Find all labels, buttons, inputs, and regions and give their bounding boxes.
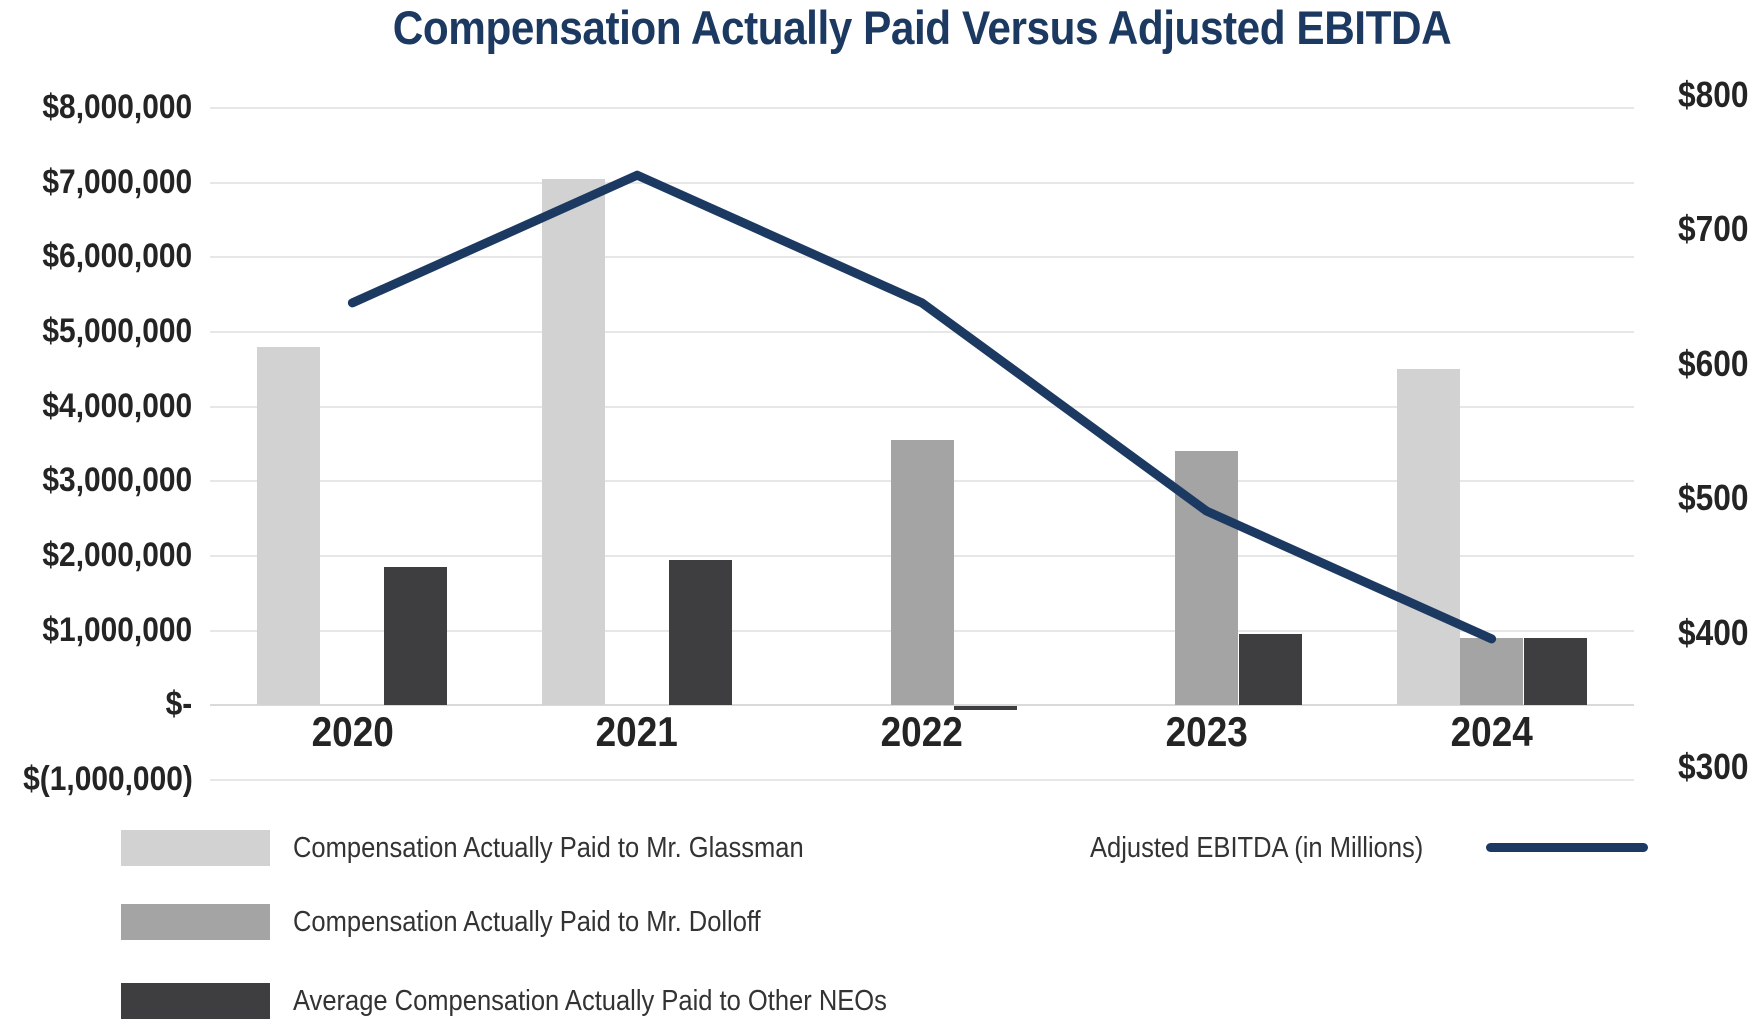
right-axis-tick-$500: $500: [1678, 477, 1749, 519]
legend-swatch-other-neos: [121, 983, 270, 1019]
legend-swatch-dolloff: [121, 904, 270, 940]
left-axis-tick-$1,000,000: $1,000,000: [42, 610, 192, 649]
bar-glassman-2021: [542, 178, 606, 706]
gridline-$4,000,000: [210, 405, 1634, 408]
legend-label-other-neos: Average Compensation Actually Paid to Ot…: [293, 985, 887, 1017]
right-axis-tick-$600: $600: [1678, 342, 1749, 384]
left-axis-tick-$-: $-: [165, 685, 192, 724]
left-axis-tick-$8,000,000: $8,000,000: [42, 88, 192, 126]
legend-label-dolloff: Compensation Actually Paid to Mr. Dollof…: [293, 906, 761, 938]
gridline-$7,000,000: [210, 181, 1634, 184]
bar-dolloff-2024: [1460, 638, 1524, 706]
gridline-$6,000,000: [210, 256, 1634, 259]
gridline-$8,000,000: [210, 107, 1634, 109]
x-axis-label-2023: 2023: [1165, 708, 1248, 755]
bar-dolloff-2022: [890, 440, 954, 706]
bar-other-neos-2020: [384, 567, 448, 706]
right-axis-tick-$300: $300: [1678, 746, 1749, 787]
legend-label-glassman: Compensation Actually Paid to Mr. Glassm…: [293, 832, 804, 864]
bar-other-neos-2023: [1238, 634, 1302, 706]
legend-line-swatch-ebitda: [1486, 843, 1648, 852]
bar-other-neos-2024: [1523, 638, 1587, 706]
bar-glassman-2020: [257, 346, 321, 706]
chart-title: Compensation Actually Paid Versus Adjust…: [210, 0, 1634, 55]
left-axis-tick-$7,000,000: $7,000,000: [42, 162, 192, 201]
x-axis-label-2022: 2022: [880, 708, 964, 755]
left-axis-tick-$4,000,000: $4,000,000: [42, 386, 192, 425]
left-axis-tick-$3,000,000: $3,000,000: [42, 461, 192, 500]
left-axis-tick-$2,000,000: $2,000,000: [42, 536, 192, 574]
left-axis-tick-$6,000,000: $6,000,000: [42, 237, 192, 276]
left-axis-tick-$5,000,000: $5,000,000: [42, 312, 192, 350]
bar-glassman-2024: [1396, 369, 1460, 706]
right-axis-tick-$700: $700: [1678, 208, 1749, 250]
bar-other-neos-2021: [669, 559, 733, 706]
gridline-$-: [210, 704, 1634, 707]
right-axis-tick-$400: $400: [1678, 611, 1749, 653]
legend-label-ebitda: Adjusted EBITDA (in Millions): [1090, 832, 1424, 864]
x-axis-label-2024: 2024: [1450, 708, 1533, 755]
bar-other-neos-2022: [954, 706, 1017, 711]
right-axis-tick-$800: $800: [1678, 74, 1749, 115]
x-axis-label-2020: 2020: [311, 708, 394, 755]
left-axis-tick-$(1,000,000): $(1,000,000): [23, 760, 193, 798]
chart-title-text: Compensation Actually Paid Versus Adjust…: [392, 1, 1452, 54]
x-axis-label-2021: 2021: [596, 708, 679, 755]
gridline-$(1,000,000): [210, 779, 1634, 781]
gridline-$5,000,000: [210, 331, 1634, 333]
legend-swatch-glassman: [121, 830, 270, 866]
